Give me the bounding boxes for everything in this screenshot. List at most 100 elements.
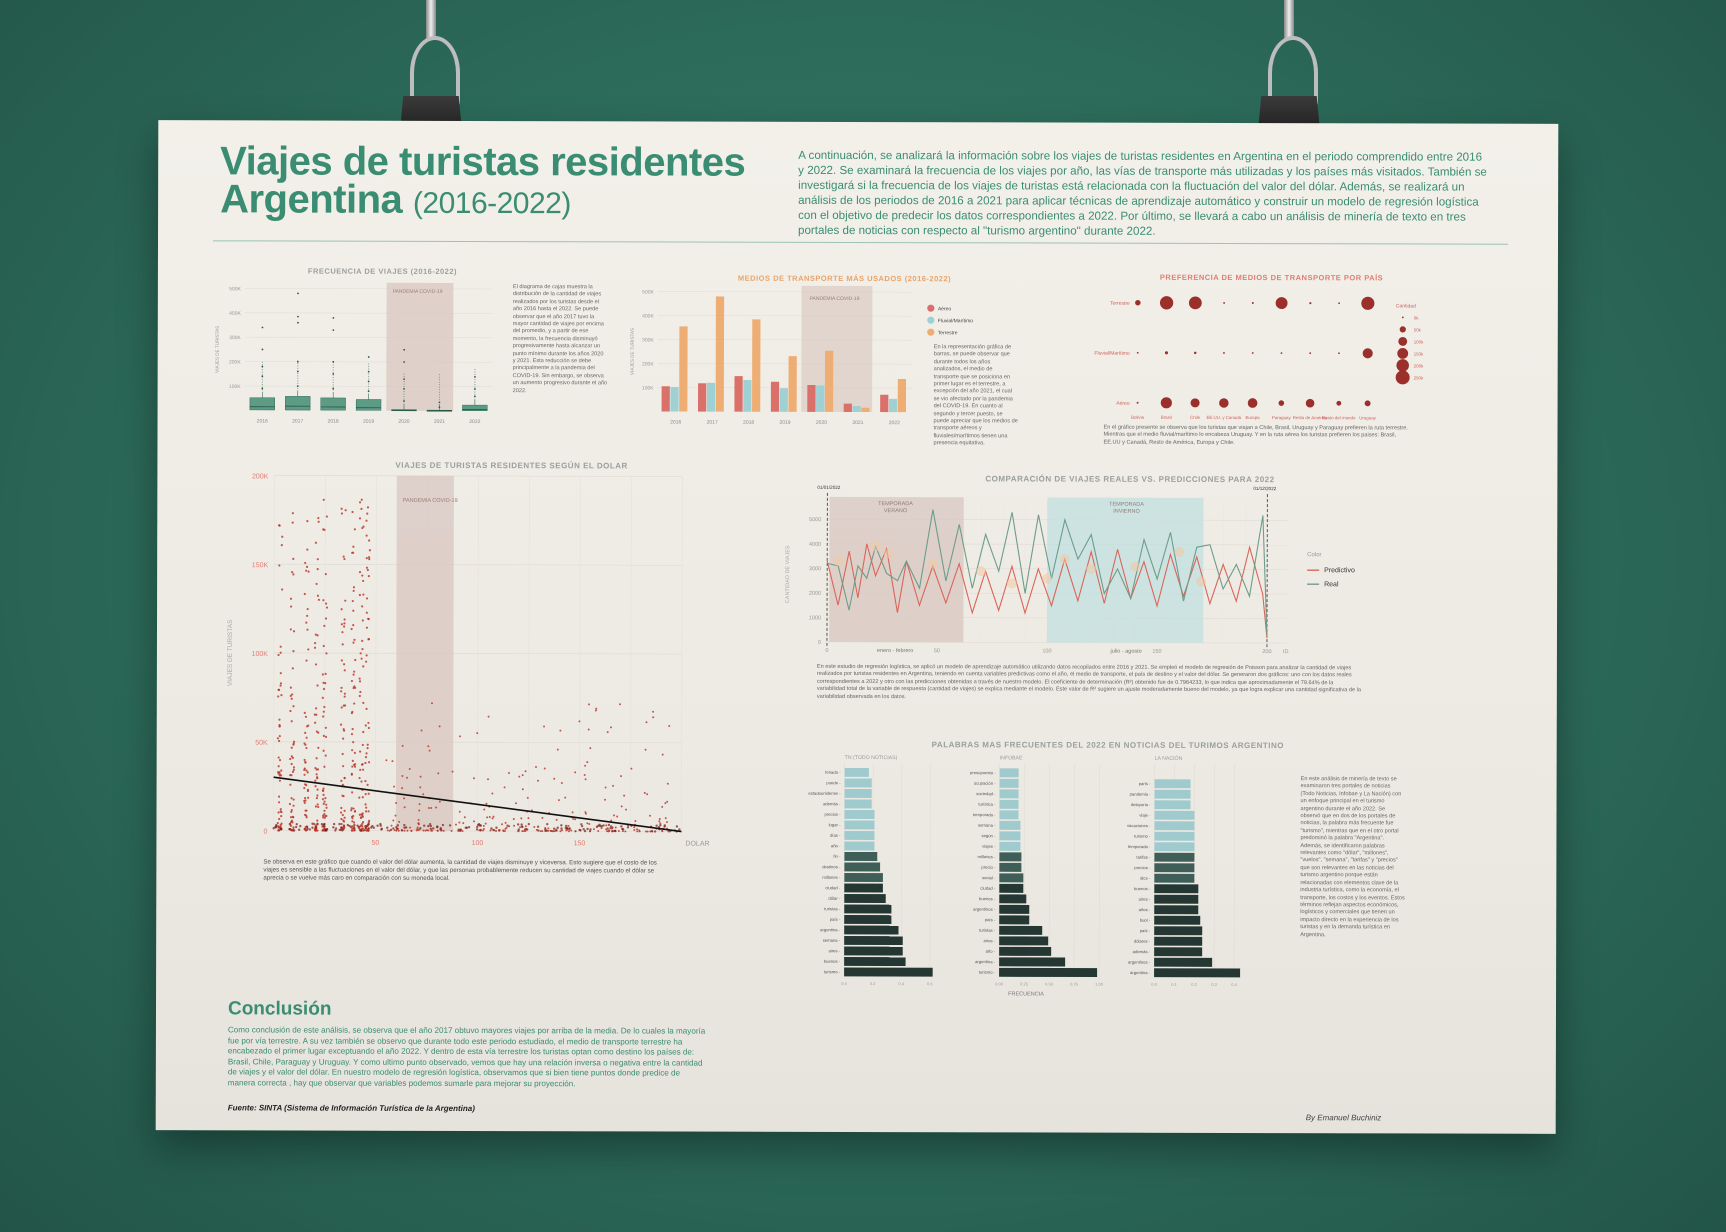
box-chart-note: El diagrama de cajas muestra la distribu… (512, 284, 608, 394)
scatter-point (353, 528, 356, 531)
box-outlier (438, 394, 441, 396)
scatter-point (612, 784, 615, 787)
word-label: año - (986, 949, 996, 954)
scatter-gridline (681, 476, 683, 832)
line-highlight (1042, 573, 1053, 584)
scatter-point (533, 825, 536, 828)
scatter-point (594, 709, 597, 712)
word-label: pandemia - (1130, 792, 1152, 797)
scatter-point (367, 810, 370, 813)
scatter-point (450, 829, 453, 832)
bar (807, 384, 816, 412)
box-outlier (261, 326, 264, 329)
box-outlier (368, 383, 370, 385)
bubble (1136, 351, 1139, 354)
bar (743, 380, 752, 412)
scatter-point (462, 822, 465, 825)
scatter-point (436, 829, 439, 832)
scatter-point (315, 582, 318, 586)
scatter-point (513, 824, 516, 827)
scatter-point (633, 828, 636, 831)
scatter-point (290, 762, 293, 766)
scatter-point (597, 830, 600, 833)
scatter-point (306, 614, 309, 617)
box-outlier (403, 378, 405, 380)
scatter-point (365, 660, 368, 663)
scatter-point (595, 707, 598, 710)
scatter-point (366, 512, 369, 515)
word-charts: TN (TODO NOTICIAS) 0.0 0.2 0.4 0.6 turismo - b… (808, 755, 1241, 997)
box-ytick-label: 500K (229, 286, 241, 292)
scatter-point (360, 657, 363, 660)
line-period2-label: julio - agosto (1110, 649, 1142, 655)
line-chart: 010002000300040005000TEMPORADAVERANOTEMP… (785, 485, 1355, 655)
scatter-point (584, 811, 587, 814)
word-label: viaje - (1139, 813, 1151, 818)
scatter-point (574, 830, 577, 833)
header-divider (213, 240, 1509, 245)
word-label: turismo - (824, 969, 841, 974)
scatter-point (325, 806, 328, 809)
scatter-point (304, 761, 307, 764)
box-outlier (438, 399, 441, 401)
scatter-point (570, 829, 573, 832)
scatter-point (422, 829, 425, 832)
scatter-point (552, 830, 555, 833)
scatter-point (457, 828, 460, 831)
bar (706, 382, 716, 412)
scatter-point (568, 827, 571, 831)
scatter-point (565, 829, 568, 832)
box-outlier (297, 377, 299, 379)
scatter-point (303, 797, 307, 800)
box-outlier (332, 376, 334, 379)
scatter-point (390, 824, 393, 827)
scatter-point (289, 824, 293, 827)
box-iqr (355, 399, 382, 411)
scatter-point (314, 766, 317, 770)
word-bar (844, 830, 875, 840)
box-outlier (297, 365, 299, 367)
scatter-point (306, 789, 310, 793)
scatter-point (520, 817, 523, 820)
word-label: ciudad - (825, 885, 841, 890)
scatter-point (340, 512, 344, 515)
word-label: turística - (978, 802, 996, 807)
scatter-point (535, 766, 538, 769)
word-bar (1154, 800, 1191, 810)
box-pandemic-label: PANDEMIA COVID-19 (393, 289, 443, 295)
scatter-point (358, 694, 361, 698)
word-bar (999, 789, 1019, 799)
box-outlier (368, 373, 370, 375)
scatter-point (313, 641, 317, 645)
scatter-point (550, 830, 553, 833)
line-highlight (976, 566, 987, 577)
word-bar (999, 799, 1019, 809)
scatter-point (365, 829, 368, 832)
box-outlier (438, 379, 441, 381)
scatter-point (276, 821, 279, 825)
bubble-size-swatch (1397, 348, 1409, 359)
word-label: aires - (829, 948, 841, 953)
scatter-point (352, 821, 356, 824)
scatter-xtick-label: 50 (372, 840, 380, 847)
scatter-point (340, 779, 343, 782)
scatter-point (555, 818, 558, 821)
scatter-point (305, 816, 308, 819)
scatter-point (351, 510, 354, 514)
scatter-point (395, 802, 398, 805)
word-bar (844, 935, 903, 946)
scatter-point (338, 822, 341, 826)
scatter-point (342, 555, 345, 558)
word-label: aires - (1139, 897, 1151, 902)
scatter-point (317, 746, 320, 749)
word-label: temporada - (973, 812, 996, 817)
line-chart-note: En este estudio de regresión logística, … (816, 663, 1362, 700)
scatter-point (316, 794, 319, 797)
bar (715, 296, 725, 412)
line-season1-label: TEMPORADA (878, 501, 913, 507)
scatter-point (524, 825, 527, 828)
bar (816, 385, 825, 412)
line-season2-label: INVIERNO (1113, 509, 1140, 515)
scatter-point (401, 774, 404, 777)
word-xtick-label: 0.6 (927, 981, 933, 986)
